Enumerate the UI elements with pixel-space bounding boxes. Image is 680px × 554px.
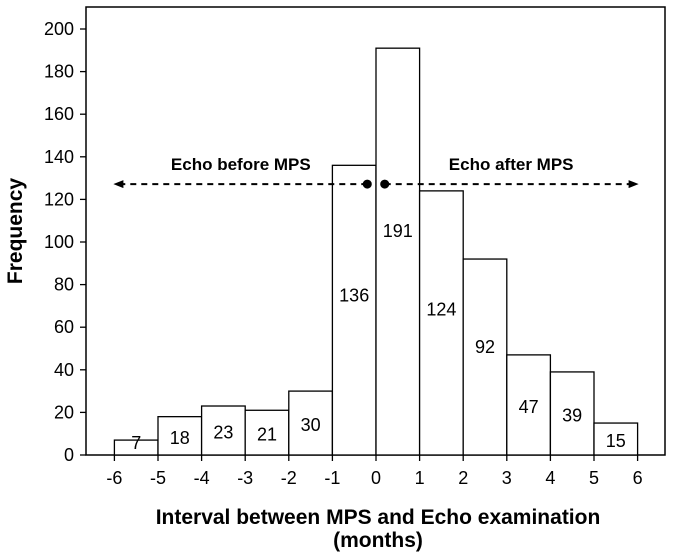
- x-tick-label: -5: [150, 468, 166, 488]
- histogram-bar: [462, 258, 508, 456]
- bar-value-label: 39: [562, 405, 582, 425]
- y-tick-label: 120: [44, 189, 74, 209]
- histogram-bar: [549, 371, 595, 456]
- x-tick-label: -2: [281, 468, 297, 488]
- bar-value-label: 15: [606, 431, 626, 451]
- x-tick-label: -1: [324, 468, 340, 488]
- echo-after-mps-label: Echo after MPS: [449, 155, 574, 174]
- histogram-bar: [593, 422, 639, 456]
- bar-value-label: 136: [339, 286, 369, 306]
- y-tick-label: 40: [54, 360, 74, 380]
- bar-value-label: 47: [519, 397, 539, 417]
- bar-value-label: 191: [383, 221, 413, 241]
- x-tick-label: 4: [545, 468, 555, 488]
- echo-before-mps-arrow-origin-dot: [362, 179, 372, 189]
- x-tick-label: 0: [371, 468, 381, 488]
- y-tick-label: 100: [44, 232, 74, 252]
- y-tick-label: 80: [54, 275, 74, 295]
- bar-value-label: 30: [301, 415, 321, 435]
- bar-value-label: 18: [170, 428, 190, 448]
- x-tick-label: 3: [502, 468, 512, 488]
- bar-value-label: 124: [426, 300, 456, 320]
- x-tick-label: 6: [633, 468, 643, 488]
- x-tick-label: -6: [106, 468, 122, 488]
- x-tick-label: -4: [194, 468, 210, 488]
- bar-value-label: 23: [213, 423, 233, 443]
- bar-value-label: 92: [475, 337, 495, 357]
- histogram-bar: [506, 354, 552, 456]
- y-tick-label: 200: [44, 19, 74, 39]
- histogram-bar: [200, 405, 246, 456]
- y-tick-label: 60: [54, 317, 74, 337]
- histogram-bar: [157, 416, 203, 456]
- histogram-bar: [331, 164, 377, 456]
- histogram-bar: [244, 409, 290, 456]
- histogram-bars: [113, 47, 639, 456]
- bar-value-label: 7: [131, 433, 141, 453]
- y-axis-ticks: 0 20 40 60 80 100 120 140 160 180 200: [44, 19, 86, 465]
- echo-before-mps-label: Echo before MPS: [171, 155, 311, 174]
- y-tick-label: 160: [44, 104, 74, 124]
- x-axis-title-line2: (months): [333, 529, 423, 552]
- histogram-bar: [375, 47, 421, 456]
- y-tick-label: 0: [64, 445, 74, 465]
- x-tick-label: -3: [237, 468, 253, 488]
- annotations: Echo before MPS Echo after MPS: [113, 155, 639, 189]
- echo-after-mps-arrow-origin-dot: [380, 179, 390, 189]
- x-axis-title-line1: Interval between MPS and Echo examinatio…: [156, 506, 601, 529]
- y-tick-label: 20: [54, 402, 74, 422]
- y-tick-label: 180: [44, 62, 74, 82]
- x-tick-label: 1: [415, 468, 425, 488]
- x-tick-label: 5: [589, 468, 599, 488]
- x-axis-ticks: -6 -5 -4 -3 -2 -1 0 1 2 3 4 5 6: [106, 455, 643, 488]
- bar-value-label: 21: [257, 425, 277, 445]
- y-tick-label: 140: [44, 147, 74, 167]
- x-tick-label: 2: [458, 468, 468, 488]
- histogram-bar: [418, 190, 464, 456]
- y-axis-title: Frequency: [4, 178, 27, 285]
- bar-value-labels: 7 18 23 21 30 136 191 124 92 47 39 15: [131, 221, 626, 453]
